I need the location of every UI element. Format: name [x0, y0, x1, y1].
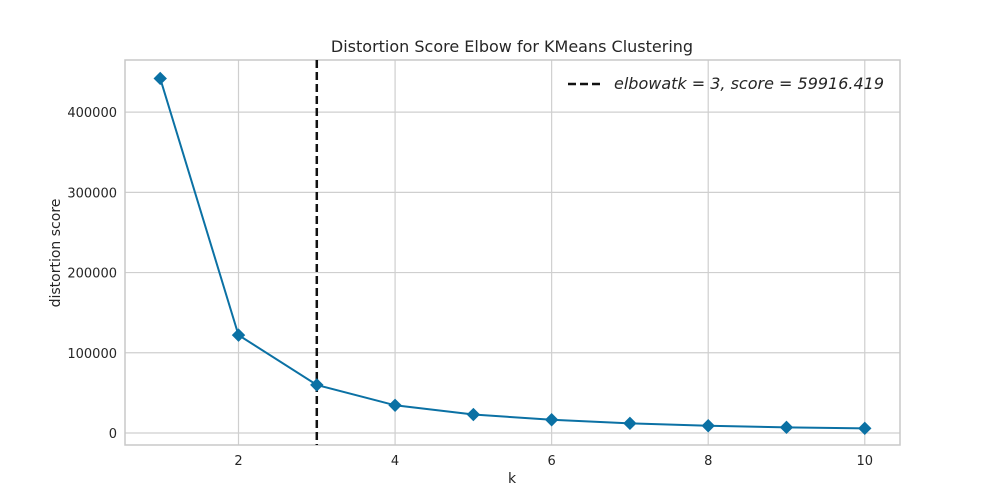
distortion-line — [159, 78, 865, 430]
distortion-point — [701, 419, 715, 433]
tick-labels: 2 4 6 8 10 0 100000 200000 300000 400000 — [67, 106, 873, 469]
distortion-series — [159, 78, 865, 430]
chart-title: Distortion Score Elbow for KMeans Cluste… — [331, 37, 693, 56]
distortion-point — [231, 328, 246, 342]
distortion-points — [153, 71, 872, 436]
distortion-point — [153, 71, 167, 86]
distortion-point — [310, 378, 324, 392]
axes-frame — [124, 59, 901, 446]
x-tick-label: 10 — [856, 454, 873, 469]
legend-elbow-label: elbowatk = 3, score = 59916.419 — [614, 74, 884, 93]
distortion-point — [779, 420, 794, 435]
distortion-point — [544, 413, 559, 427]
y-tick-label: 100000 — [67, 347, 117, 362]
distortion-point — [623, 416, 637, 431]
y-tick-label: 300000 — [67, 186, 117, 201]
plot-frame — [124, 59, 901, 446]
x-tick-label: 6 — [548, 454, 556, 469]
x-tick-label: 4 — [391, 454, 399, 469]
y-tick-label: 200000 — [67, 267, 117, 282]
distortion-point — [858, 421, 872, 436]
y-axis-label: distortion score — [48, 199, 64, 308]
y-tick-label: 400000 — [67, 106, 117, 121]
x-axis-label: k — [508, 471, 517, 487]
x-tick-label: 8 — [704, 454, 712, 469]
distortion-point — [466, 407, 481, 422]
grid-lines — [125, 60, 900, 445]
x-tick-label: 2 — [234, 454, 242, 469]
distortion-point — [388, 398, 402, 413]
y-tick-label: 0 — [109, 427, 117, 442]
legend: elbowatk = 3, score = 59916.419 — [568, 74, 884, 93]
